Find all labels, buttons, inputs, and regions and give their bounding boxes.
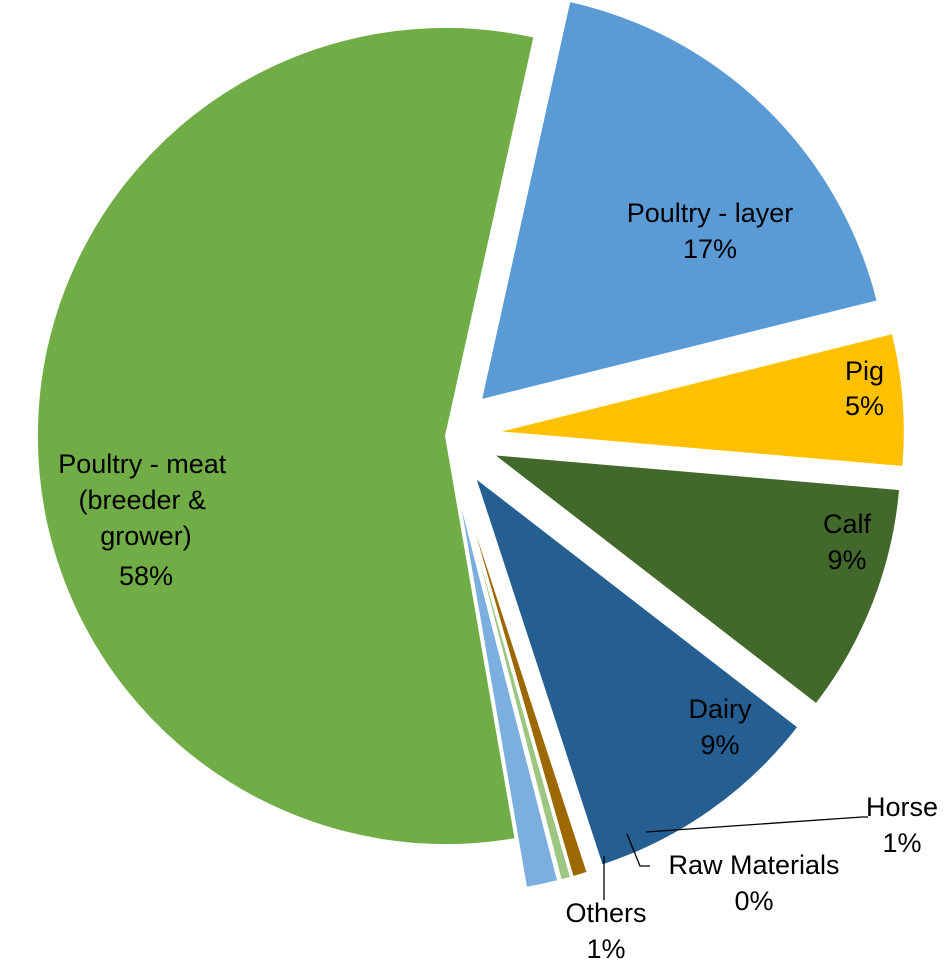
slice-value-dairy: 9%	[700, 730, 739, 760]
slice-label-calf: Calf	[823, 509, 872, 539]
pie-slice-dairy	[472, 474, 800, 867]
slice-label-poultry-meat: Poultry - meat (breeder & grower)	[58, 449, 234, 551]
pie-slice-raw-materials	[458, 484, 573, 882]
slice-label-dairy: Dairy	[688, 694, 752, 724]
pie-slice-calf	[489, 452, 902, 706]
leader-line-raw-materials	[626, 833, 650, 867]
leader-line-horse	[645, 816, 868, 833]
leader-lines	[603, 816, 868, 900]
pie-slice-others	[455, 484, 560, 890]
slice-value-pig: 5%	[845, 391, 884, 421]
slice-label-raw-materials: Raw Materials	[668, 850, 839, 880]
slice-value-raw-materials: 0%	[734, 886, 773, 916]
slice-label-poultry-meat-line-1: Poultry - meat	[58, 449, 227, 479]
slice-label-poultry-meat-line-3: grower)	[100, 521, 192, 551]
slice-label-horse: Horse	[866, 792, 938, 822]
slice-label-poultry-layer: Poultry - layer	[627, 198, 794, 228]
pie-slice-poultry-layer	[479, 0, 879, 402]
slice-label-others: Others	[565, 898, 646, 928]
slice-label-pig: Pig	[845, 356, 884, 386]
pie-slice-poultry-meat-breeder-grower	[35, 26, 536, 846]
pie-slice-pig	[495, 331, 906, 469]
slice-labels: Poultry - layer 17% Pig 5% Calf 9% Dairy…	[58, 198, 938, 963]
slice-value-poultry-meat: 58%	[119, 561, 173, 591]
pie-slices	[35, 0, 906, 890]
slice-value-horse: 1%	[882, 828, 921, 858]
slice-label-poultry-meat-line-2: (breeder &	[78, 485, 206, 515]
slice-value-calf: 9%	[827, 545, 866, 575]
pie-slice-horse	[459, 483, 589, 879]
slice-value-others: 1%	[586, 934, 625, 963]
slice-value-poultry-layer: 17%	[683, 234, 737, 264]
